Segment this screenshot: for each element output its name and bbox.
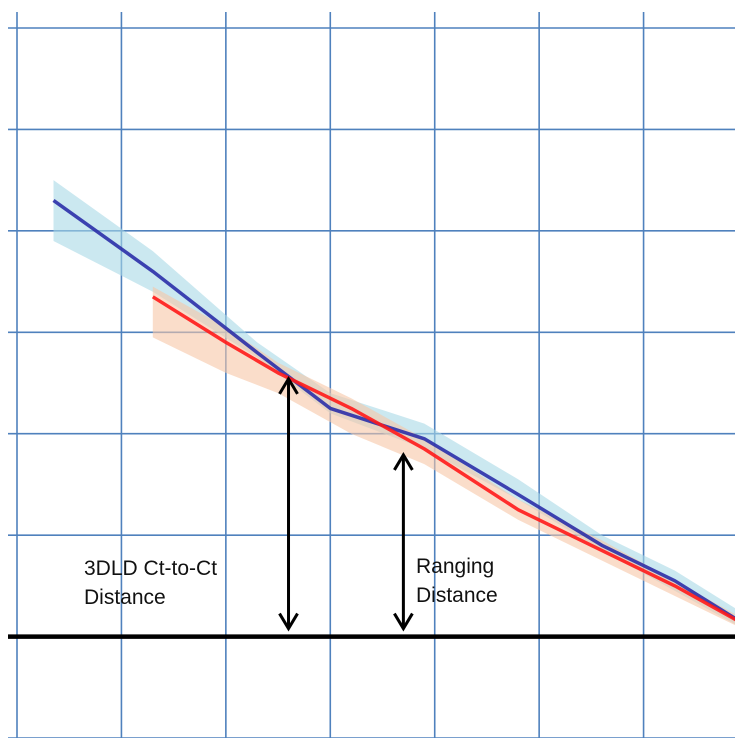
arrow-center <box>280 379 298 629</box>
annotation-line: Distance <box>416 581 498 610</box>
annotation-line: Ranging <box>416 552 498 581</box>
annotation-ranging-distance: Ranging Distance <box>416 552 498 610</box>
annotation-line: Distance <box>84 583 217 612</box>
grid <box>8 12 735 738</box>
arrow-ranging <box>394 455 412 629</box>
annotation-center-distance: 3DLD Ct-to-Ct Distance <box>84 554 217 612</box>
annotation-line: 3DLD Ct-to-Ct <box>84 554 217 583</box>
